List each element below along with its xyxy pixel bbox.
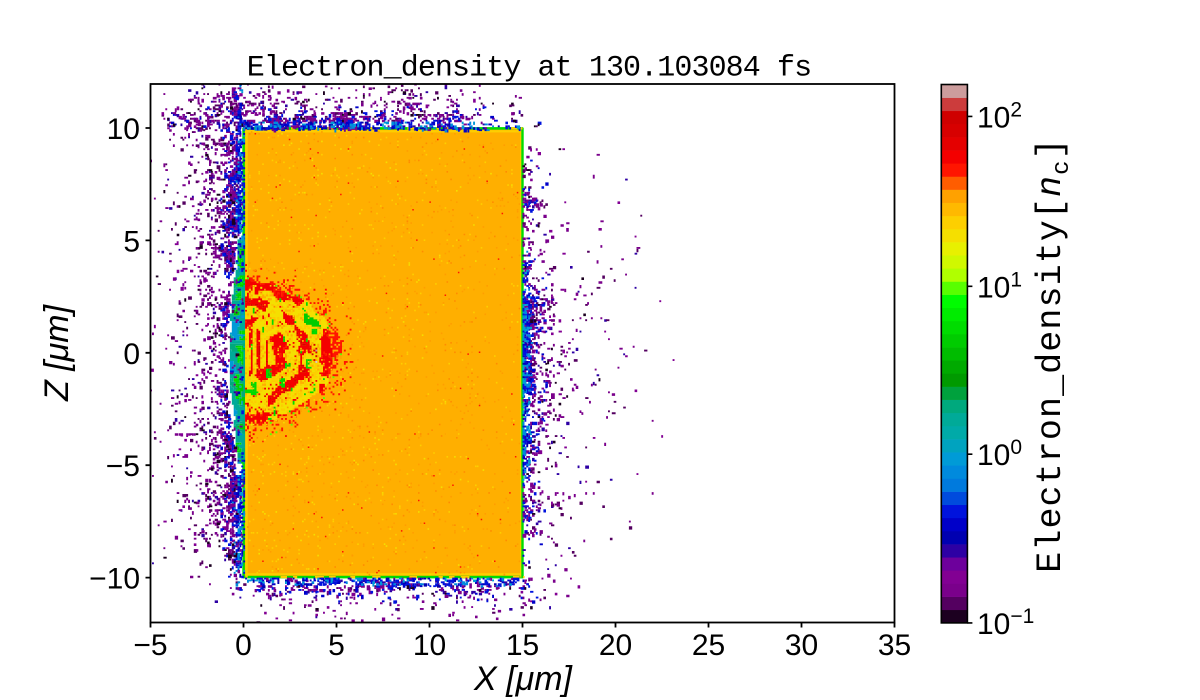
svg-text:−5: −5: [133, 629, 167, 662]
svg-text:Z [μm]: Z [μm]: [38, 303, 76, 402]
svg-text:25: 25: [692, 629, 725, 662]
svg-text:10: 10: [107, 113, 140, 146]
svg-text:Electron_density at 130.103084: Electron_density at 130.103084 fs: [247, 52, 811, 86]
svg-text:X [μm]: X [μm]: [473, 660, 574, 698]
svg-text:15: 15: [506, 629, 539, 662]
svg-text:−5: −5: [106, 450, 140, 483]
svg-text:35: 35: [878, 629, 911, 662]
svg-text:0: 0: [123, 338, 140, 371]
svg-text:5: 5: [123, 225, 140, 258]
svg-text:Electron_density[nc]: Electron_density[nc]: [1031, 137, 1076, 573]
svg-text:20: 20: [599, 629, 632, 662]
svg-text:−10: −10: [89, 563, 140, 596]
svg-text:30: 30: [785, 629, 818, 662]
svg-text:5: 5: [328, 629, 345, 662]
svg-text:0: 0: [235, 629, 252, 662]
svg-text:10: 10: [413, 629, 446, 662]
